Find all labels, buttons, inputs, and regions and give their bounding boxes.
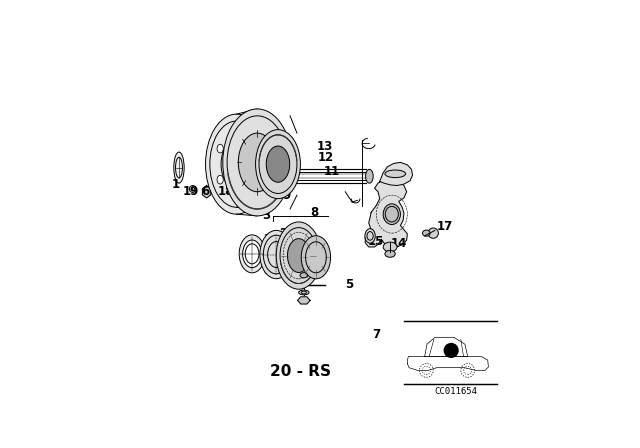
Text: 15: 15 [368, 235, 385, 248]
Text: 19: 19 [183, 185, 199, 198]
Ellipse shape [226, 148, 247, 181]
Ellipse shape [287, 239, 310, 272]
Ellipse shape [300, 273, 308, 278]
Ellipse shape [174, 152, 184, 183]
Ellipse shape [365, 169, 373, 183]
Ellipse shape [383, 204, 401, 224]
Ellipse shape [189, 185, 196, 193]
Text: 1: 1 [172, 178, 180, 191]
Text: 6: 6 [202, 185, 210, 198]
Text: 13: 13 [316, 140, 333, 153]
Text: 20 - RS: 20 - RS [270, 364, 331, 379]
Ellipse shape [219, 188, 228, 195]
Ellipse shape [255, 129, 300, 198]
Ellipse shape [250, 144, 256, 153]
Ellipse shape [365, 228, 375, 243]
Polygon shape [380, 163, 413, 185]
Ellipse shape [428, 228, 438, 238]
Ellipse shape [260, 230, 292, 279]
Ellipse shape [217, 144, 223, 153]
Circle shape [444, 343, 459, 358]
Ellipse shape [223, 109, 292, 216]
Text: 17: 17 [437, 220, 453, 233]
Ellipse shape [266, 146, 290, 182]
Text: 9: 9 [282, 189, 291, 202]
Ellipse shape [221, 139, 252, 189]
Ellipse shape [299, 290, 309, 295]
Ellipse shape [234, 191, 240, 199]
Text: 8: 8 [310, 206, 318, 219]
Text: 16: 16 [382, 209, 398, 222]
Text: 5: 5 [344, 278, 353, 291]
Polygon shape [298, 297, 310, 304]
Ellipse shape [385, 170, 406, 177]
Text: 7: 7 [372, 328, 380, 341]
Ellipse shape [205, 114, 268, 214]
Ellipse shape [243, 240, 262, 267]
Text: 3: 3 [262, 209, 270, 222]
Text: 11: 11 [323, 164, 340, 177]
Text: 4: 4 [321, 258, 329, 271]
Text: 12: 12 [318, 151, 335, 164]
Ellipse shape [217, 175, 223, 184]
Ellipse shape [239, 235, 265, 273]
Ellipse shape [234, 129, 240, 138]
Ellipse shape [250, 175, 256, 184]
Text: 14: 14 [390, 237, 407, 250]
Text: 18: 18 [218, 185, 234, 198]
Ellipse shape [238, 133, 276, 192]
Ellipse shape [383, 242, 397, 252]
Ellipse shape [301, 236, 331, 279]
Ellipse shape [276, 222, 321, 289]
Text: CC011654: CC011654 [434, 388, 477, 396]
Polygon shape [365, 179, 407, 247]
Text: 2: 2 [279, 227, 287, 240]
Ellipse shape [385, 250, 396, 257]
Text: 10: 10 [248, 189, 264, 202]
Polygon shape [202, 185, 211, 198]
Ellipse shape [422, 230, 430, 236]
